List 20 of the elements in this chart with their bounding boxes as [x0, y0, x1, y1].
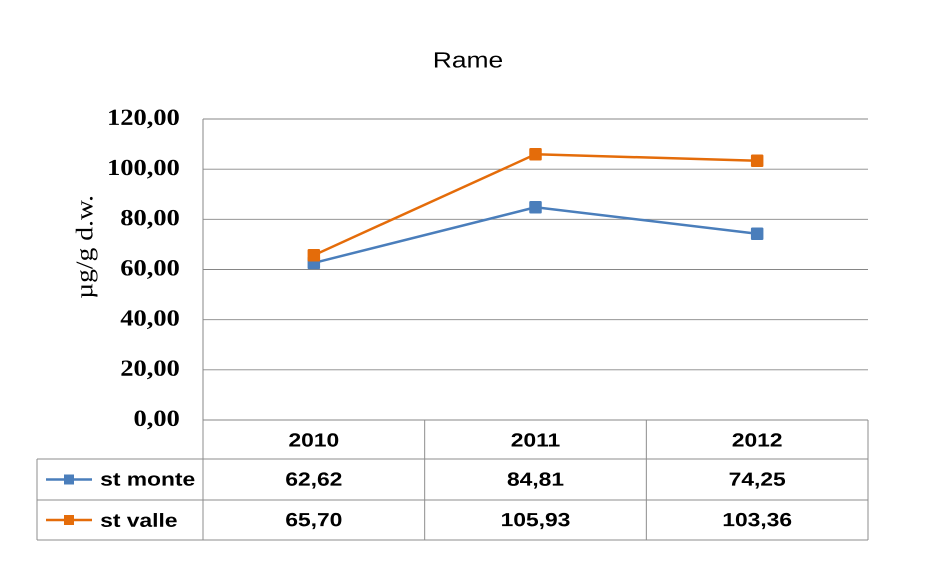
legend-label: st monte — [101, 473, 194, 486]
data-label: 103,36 — [724, 512, 792, 530]
data-label: 105,93 — [502, 512, 570, 530]
x-tick-label: 2012 — [732, 433, 782, 447]
y-tick-label: 40,00 — [120, 310, 179, 330]
legend-label: st valle — [101, 513, 177, 527]
data-label: 65,70 — [286, 512, 342, 530]
x-tick-label: 2011 — [512, 433, 560, 447]
data-label: 84,81 — [508, 472, 564, 489]
y-tick-label: 80,00 — [121, 210, 179, 229]
data-label: 62,62 — [286, 472, 342, 489]
y-tick-label: 0,00 — [134, 410, 179, 430]
y-axis-title: µg/g d.w. — [76, 196, 98, 298]
x-tick-label: 2010 — [289, 433, 338, 447]
y-tick-label: 20,00 — [121, 360, 179, 380]
chart-title: Rame — [434, 52, 502, 68]
y-tick-label: 60,00 — [121, 260, 179, 279]
y-tick-label: 120,00 — [109, 110, 179, 128]
y-tick-label: 100,00 — [109, 160, 179, 179]
data-label: 74,25 — [730, 472, 786, 489]
